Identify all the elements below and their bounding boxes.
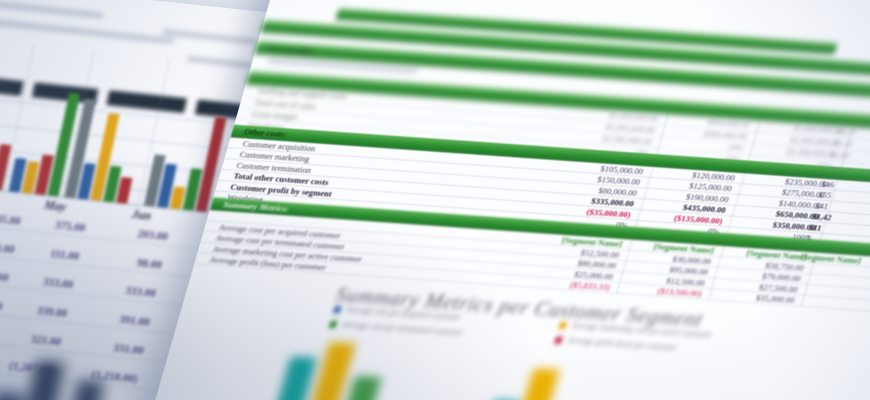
cell-value: 391.00 [118, 313, 151, 329]
cell-value: 333.00 [41, 276, 75, 292]
chart-bar [485, 368, 560, 400]
cell-value: 339.00 [35, 304, 69, 320]
dark-bar [0, 390, 25, 400]
cell-value: 98.00 [135, 257, 163, 272]
cell-value: 203.00 [136, 228, 169, 244]
month-header-may: May [42, 198, 68, 215]
cell-value: 111.00 [48, 248, 81, 263]
chart-bar [235, 356, 317, 400]
cell-value: 375.00 [53, 219, 87, 235]
cell-value: 333.00 [124, 285, 157, 301]
month-header-jun: Jun [130, 207, 153, 224]
